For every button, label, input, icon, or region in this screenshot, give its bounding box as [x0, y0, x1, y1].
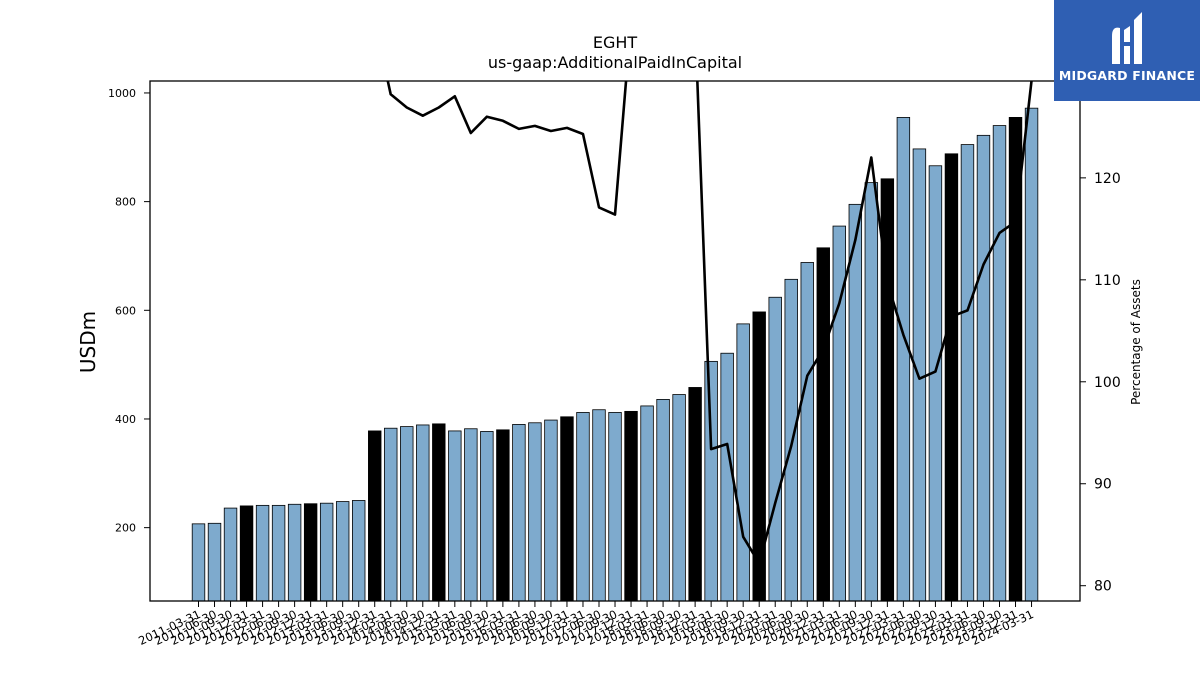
line-path — [386, 81, 1033, 565]
y-tick-label-left: 200 — [115, 522, 136, 535]
bar-2023-09-30 — [992, 125, 1007, 602]
y-axis-right: 80 90 100 110 120 — [1080, 171, 1121, 595]
bar-2011-03-31 — [191, 523, 206, 602]
bar-2012-03-31 — [255, 504, 270, 602]
bar-2017-06-30 — [592, 409, 606, 602]
y-tick-label-left: 800 — [115, 196, 136, 209]
bar-2016-06-30 — [528, 422, 542, 602]
bar-2014-12-31 — [432, 423, 446, 602]
bar-2018-06-30 — [656, 399, 670, 602]
bar-2019-06-30 — [720, 352, 734, 602]
chart-title: EGHT — [593, 33, 638, 52]
bar-2020-03-31 — [768, 296, 782, 602]
x-axis: 2011-03-312011-06-302011-09-302011-12-31… — [136, 601, 1036, 648]
bar-2017-12-31 — [624, 410, 638, 602]
bar-2012-12-31 — [303, 503, 318, 602]
bar-2021-06-30 — [848, 203, 863, 602]
bar-2022-12-31 — [944, 153, 959, 602]
logo-mark-icon — [1112, 12, 1142, 64]
bar-2014-09-30 — [416, 424, 430, 602]
y-axis-label-right: Percentage of Assets — [1129, 279, 1143, 405]
bar-2024-03-31 — [1024, 107, 1039, 602]
y-tick-label-left: 1000 — [108, 87, 136, 100]
bar-2012-06-30 — [271, 504, 286, 602]
brand-logo: MIDGARD FINANCE — [1054, 0, 1200, 101]
bar-2014-03-31 — [384, 427, 398, 602]
bar-2020-09-30 — [800, 262, 814, 602]
bar-2016-03-31 — [512, 424, 526, 602]
bar-2016-09-30 — [544, 419, 558, 602]
bar-2012-09-30 — [287, 503, 302, 602]
bar-2022-03-31 — [896, 117, 911, 602]
bar-2018-03-31 — [640, 405, 654, 602]
bar-2022-09-30 — [928, 165, 943, 602]
brand-name: MIDGARD FINANCE — [1058, 68, 1196, 83]
bar-2018-12-31 — [688, 387, 702, 602]
bar-2019-03-31 — [704, 360, 718, 602]
bar-2013-09-30 — [351, 500, 366, 602]
y-axis-left: 200 400 600 800 1000 — [108, 87, 150, 535]
bar-2021-09-30 — [864, 182, 879, 602]
y-tick-label-right: 100 — [1094, 375, 1121, 391]
bar-2013-06-30 — [335, 501, 350, 602]
bar-2011-12-31 — [239, 505, 254, 602]
y-axis-label-left: USDm — [76, 311, 100, 373]
y-tick-label-left: 400 — [115, 413, 136, 426]
bar-2018-09-30 — [672, 394, 686, 602]
y-tick-label-right: 90 — [1094, 477, 1112, 493]
bar-2023-06-30 — [976, 134, 991, 602]
bar-2015-03-31 — [448, 430, 462, 602]
bar-2011-09-30 — [223, 507, 238, 602]
bar-2020-12-31 — [816, 247, 830, 602]
bar-2023-03-31 — [960, 144, 975, 602]
bar-2015-12-31 — [496, 429, 510, 602]
bar-2015-09-30 — [480, 431, 494, 602]
bar-2014-06-30 — [400, 426, 414, 602]
bar-2019-09-30 — [736, 323, 750, 602]
bar-2015-06-30 — [464, 428, 478, 602]
bar-2013-03-31 — [319, 502, 334, 602]
y-tick-label-left: 600 — [115, 304, 136, 317]
y-tick-label-right: 110 — [1094, 273, 1121, 289]
bar-2013-12-31 — [368, 430, 382, 602]
bar-2017-03-31 — [576, 412, 590, 602]
bar-2017-09-30 — [608, 412, 622, 602]
bar-2011-06-30 — [207, 522, 222, 602]
y-tick-label-right: 80 — [1094, 579, 1112, 595]
bar-2016-12-31 — [560, 416, 574, 602]
y-tick-label-right: 120 — [1094, 171, 1121, 187]
chart-subtitle: us-gaap:AdditionalPaidInCapital — [488, 53, 742, 72]
line-series — [386, 81, 1033, 565]
